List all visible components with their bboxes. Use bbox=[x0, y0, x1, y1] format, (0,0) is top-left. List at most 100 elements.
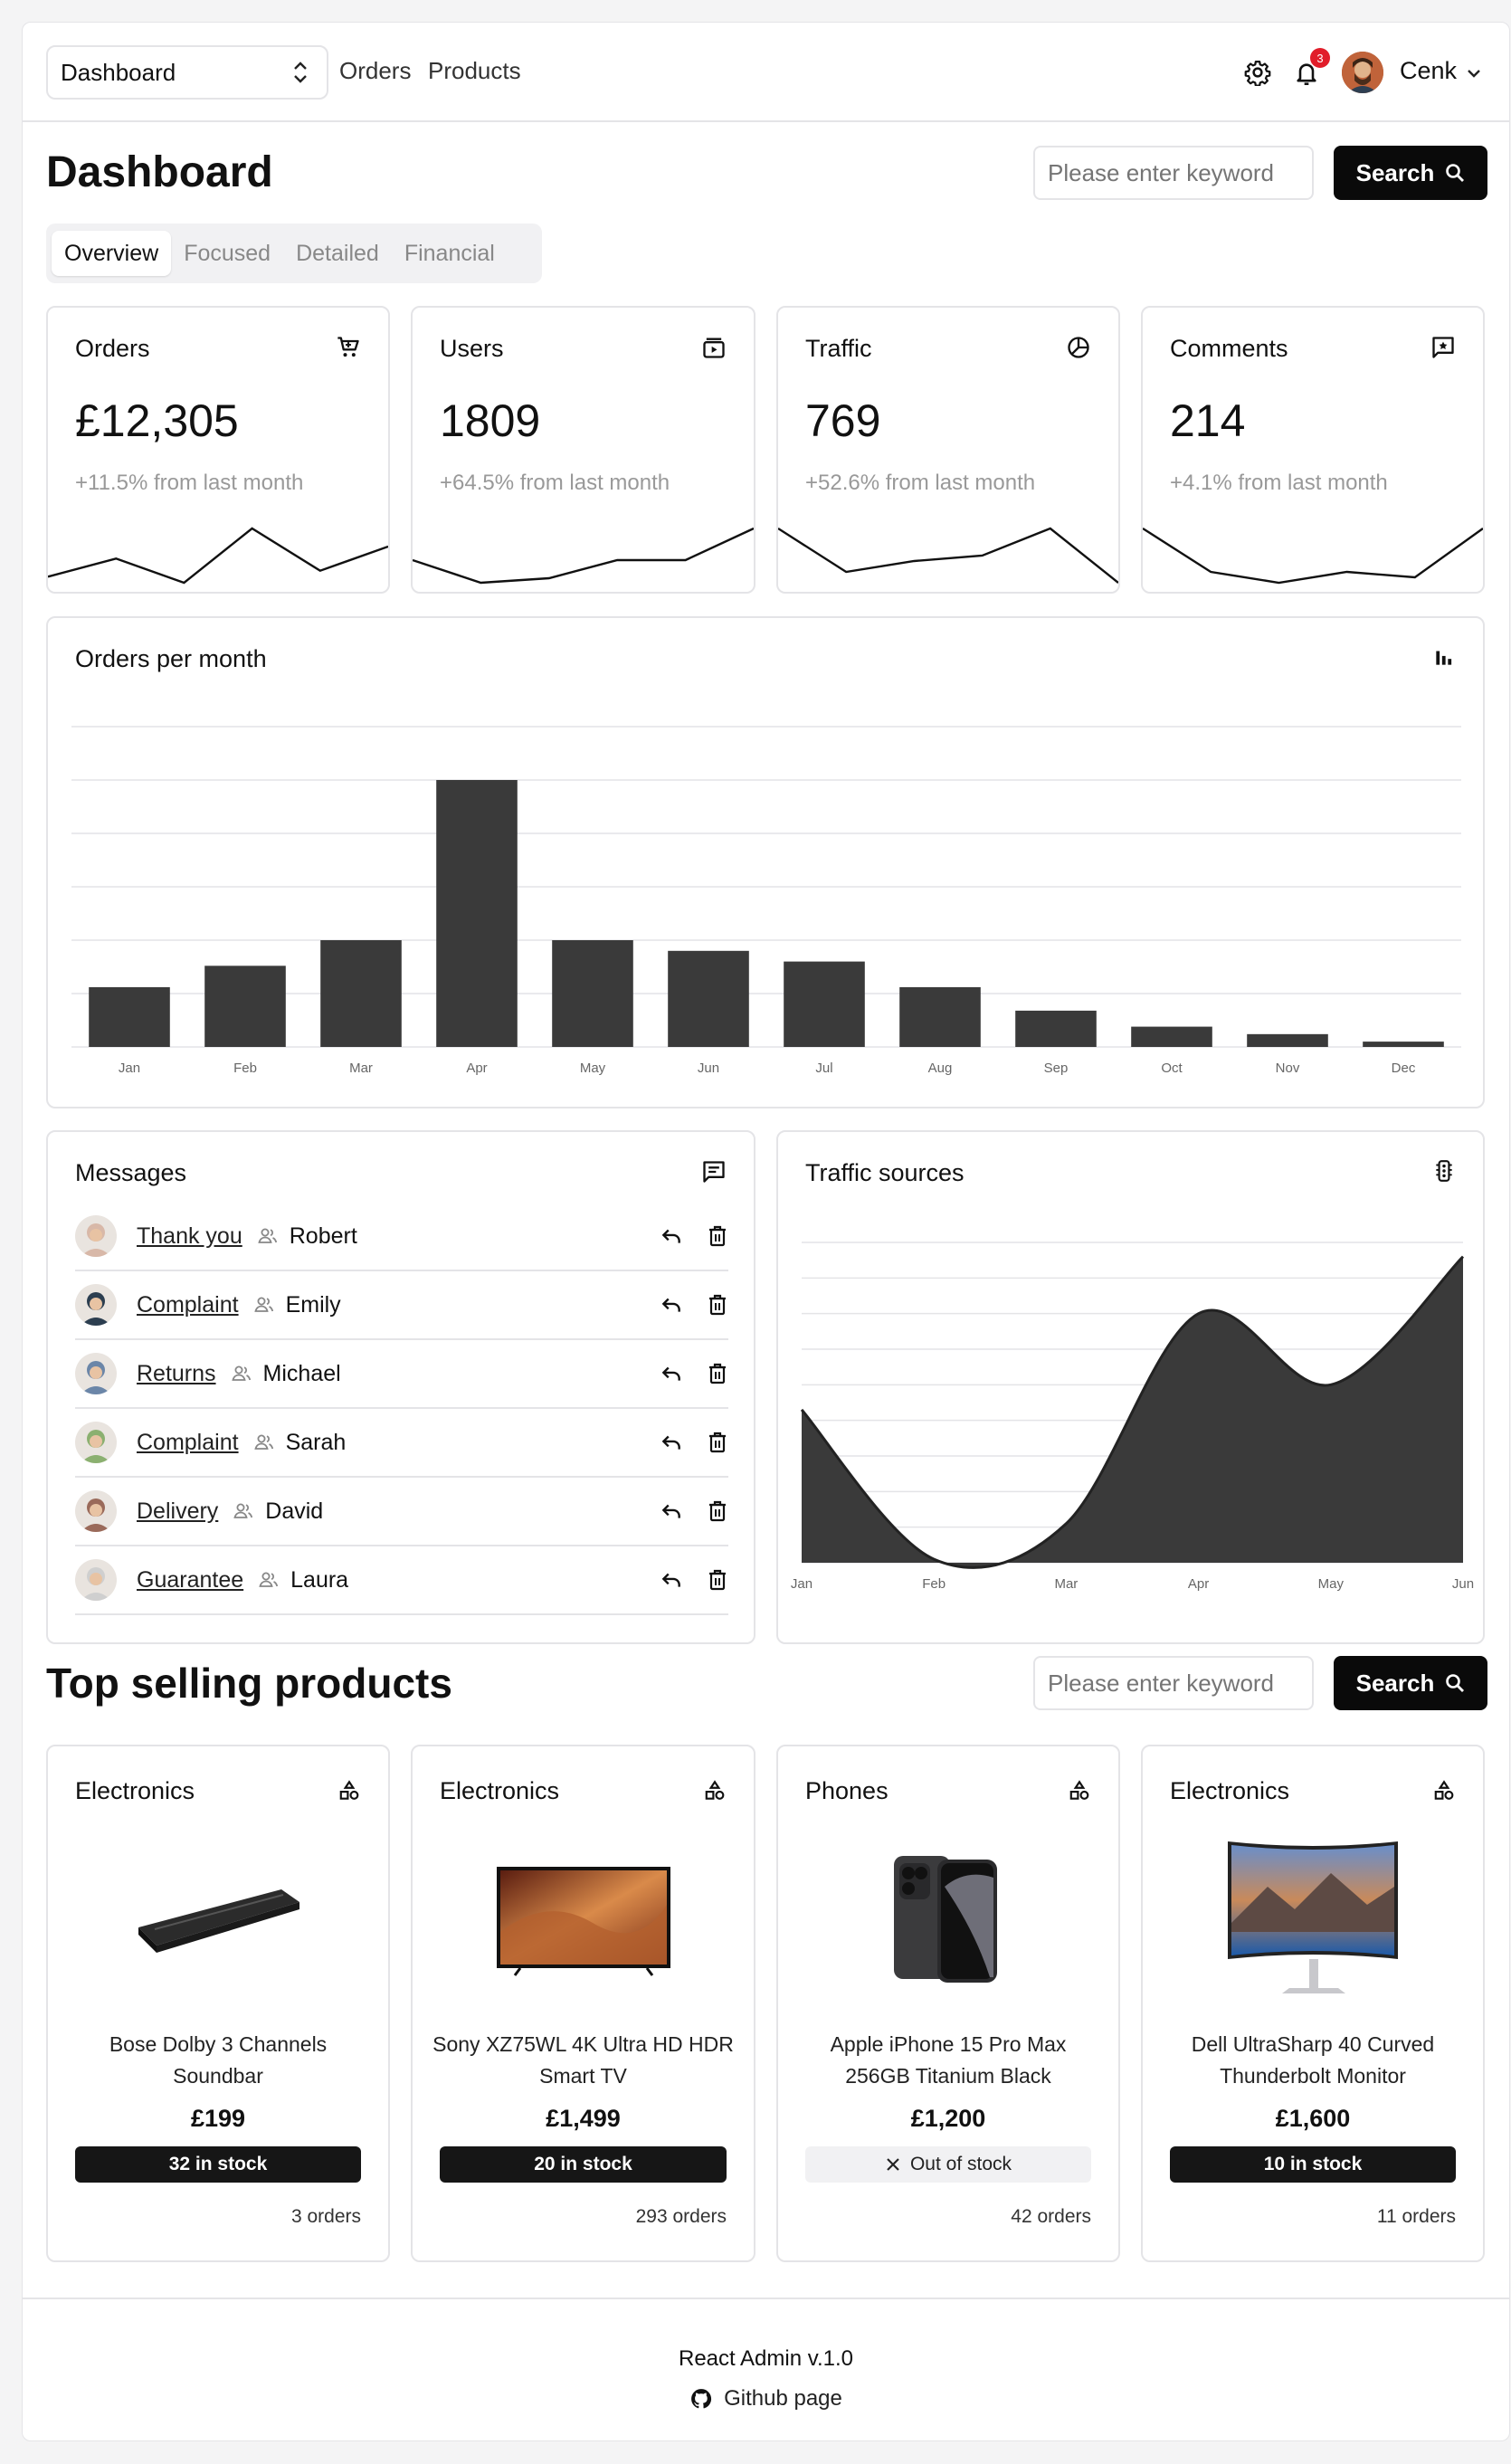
search-icon bbox=[1446, 1674, 1465, 1692]
tab-detailed[interactable]: Detailed bbox=[296, 240, 379, 266]
tab-focused[interactable]: Focused bbox=[184, 240, 271, 266]
stat-card-orders: Orders £12,305 +11.5% from last month bbox=[46, 306, 390, 594]
message-subject-link[interactable]: Complaint bbox=[137, 1291, 239, 1318]
trash-icon[interactable] bbox=[707, 1568, 728, 1592]
user-icon bbox=[257, 1225, 279, 1247]
message-icon bbox=[703, 1161, 725, 1183]
product-price: £1,499 bbox=[546, 2105, 621, 2132]
message-actions bbox=[660, 1293, 728, 1317]
stock-label: 20 in stock bbox=[534, 2154, 632, 2174]
user-name[interactable]: Cenk bbox=[1400, 57, 1458, 84]
products-search-label: Search bbox=[1355, 1669, 1435, 1697]
search-input[interactable] bbox=[1033, 146, 1314, 200]
comment-star-icon bbox=[1432, 337, 1454, 358]
avatar[interactable] bbox=[1342, 52, 1383, 93]
trash-icon[interactable] bbox=[707, 1431, 728, 1454]
product-card[interactable]: Electronics Bose Dolby 3 Channels Soundb… bbox=[46, 1745, 390, 2262]
message-row[interactable]: Thank you Robert bbox=[75, 1203, 728, 1271]
message-subject-link[interactable]: Thank you bbox=[137, 1222, 242, 1249]
product-card[interactable]: Electronics Sony XZ75WL 4K Ultra HD HDR … bbox=[411, 1745, 756, 2262]
stat-card-traffic: Traffic 769 +52.6% from last month bbox=[776, 306, 1120, 594]
product-card[interactable]: Electronics Dell UltraSharp 40 Curved Th… bbox=[1141, 1745, 1485, 2262]
app-version: React Admin v.1.0 bbox=[679, 2346, 853, 2371]
message-actions bbox=[660, 1568, 728, 1592]
x-tick-label: Jan bbox=[119, 1061, 140, 1076]
message-sender: Laura bbox=[290, 1566, 349, 1593]
products-search-input[interactable] bbox=[1033, 1656, 1314, 1710]
product-name: Dell UltraSharp 40 Curved Thunderbolt Mo… bbox=[1191, 2032, 1435, 2088]
message-row[interactable]: Delivery David bbox=[75, 1478, 728, 1546]
stat-change: +4.1% from last month bbox=[1170, 471, 1388, 495]
reply-icon[interactable] bbox=[660, 1431, 683, 1454]
user-icon bbox=[233, 1500, 254, 1522]
product-image-phone bbox=[778, 1819, 1118, 2018]
message-subject-link[interactable]: Delivery bbox=[137, 1498, 219, 1524]
x-tick-label: Mar bbox=[349, 1061, 373, 1076]
bell-icon[interactable] bbox=[1293, 59, 1320, 88]
chevron-down-icon[interactable] bbox=[1467, 68, 1481, 79]
nav-link-orders[interactable]: Orders bbox=[339, 57, 412, 84]
bar bbox=[552, 940, 633, 1047]
product-card[interactable]: Phones Apple iPhone 15 Pro Max 256GB Tit… bbox=[776, 1745, 1120, 2262]
message-row[interactable]: Guarantee Laura bbox=[75, 1546, 728, 1615]
products-search-button[interactable]: Search bbox=[1334, 1656, 1487, 1710]
products-title: Top selling products bbox=[46, 1660, 452, 1707]
stock-badge: Out of stock bbox=[805, 2146, 1091, 2183]
search-button[interactable]: Search bbox=[1334, 146, 1487, 200]
sparkline bbox=[778, 527, 1118, 584]
product-category: Electronics bbox=[440, 1777, 560, 1804]
traffic-area-chart: Jan Feb Mar Apr May Jun bbox=[791, 1242, 1474, 1592]
reply-icon[interactable] bbox=[660, 1293, 683, 1317]
stock-label: 32 in stock bbox=[168, 2154, 268, 2174]
stat-title: Traffic bbox=[805, 335, 872, 362]
x-tick-label: Apr bbox=[1188, 1576, 1209, 1592]
stat-card-users: Users 1809 +64.5% from last month bbox=[411, 306, 756, 594]
trash-icon[interactable] bbox=[707, 1499, 728, 1523]
product-orders: 3 orders bbox=[290, 2206, 361, 2227]
tab-overview[interactable]: Overview bbox=[52, 231, 172, 276]
trash-icon[interactable] bbox=[707, 1362, 728, 1385]
user-icon bbox=[258, 1569, 280, 1591]
trash-icon[interactable] bbox=[707, 1224, 728, 1248]
stock-badge: 10 in stock bbox=[1170, 2146, 1456, 2183]
shapes-icon bbox=[1069, 1780, 1089, 1800]
message-subject-link[interactable]: Guarantee bbox=[137, 1566, 244, 1593]
sparkline bbox=[1143, 527, 1483, 585]
page-select[interactable]: Dashboard bbox=[46, 45, 328, 100]
page-select-value: Dashboard bbox=[61, 58, 176, 86]
shapes-icon bbox=[339, 1780, 359, 1800]
github-icon bbox=[691, 2389, 712, 2409]
product-name: Sony XZ75WL 4K Ultra HD HDR Smart TV bbox=[432, 2032, 734, 2088]
x-tick-label: May bbox=[1318, 1576, 1345, 1592]
message-subject-link[interactable]: Complaint bbox=[137, 1429, 239, 1455]
reply-icon[interactable] bbox=[660, 1224, 683, 1248]
x-tick-label: Jan bbox=[791, 1576, 813, 1592]
message-row[interactable]: Returns Michael bbox=[75, 1340, 728, 1409]
close-icon bbox=[887, 2158, 899, 2171]
trash-icon[interactable] bbox=[707, 1293, 728, 1317]
product-category: Phones bbox=[805, 1777, 889, 1804]
nav-link-products[interactable]: Products bbox=[428, 57, 521, 84]
message-subject-link[interactable]: Returns bbox=[137, 1360, 216, 1386]
tab-financial[interactable]: Financial bbox=[404, 240, 495, 266]
reply-icon[interactable] bbox=[660, 1499, 683, 1523]
message-row[interactable]: Complaint Sarah bbox=[75, 1409, 728, 1478]
reply-icon[interactable] bbox=[660, 1568, 683, 1592]
stat-change: +64.5% from last month bbox=[440, 471, 670, 495]
avatar bbox=[75, 1215, 117, 1257]
page-title: Dashboard bbox=[46, 148, 273, 196]
product-name: Apple iPhone 15 Pro Max 256GB Titanium B… bbox=[830, 2032, 1067, 2088]
x-tick-label: Feb bbox=[233, 1061, 257, 1076]
github-link[interactable]: Github page bbox=[23, 2386, 1509, 2412]
notification-badge: 3 bbox=[1310, 48, 1330, 68]
sparkline-path bbox=[413, 527, 754, 585]
reply-icon[interactable] bbox=[660, 1362, 683, 1385]
message-sender: Robert bbox=[289, 1222, 357, 1249]
user-icon bbox=[231, 1363, 252, 1384]
message-row[interactable]: Complaint Emily bbox=[75, 1271, 728, 1340]
gear-icon[interactable] bbox=[1244, 59, 1271, 86]
bar bbox=[204, 966, 286, 1047]
x-tick-label: May bbox=[580, 1061, 606, 1076]
product-name: Bose Dolby 3 Channels Soundbar bbox=[109, 2032, 328, 2088]
stat-title: Orders bbox=[75, 335, 150, 362]
